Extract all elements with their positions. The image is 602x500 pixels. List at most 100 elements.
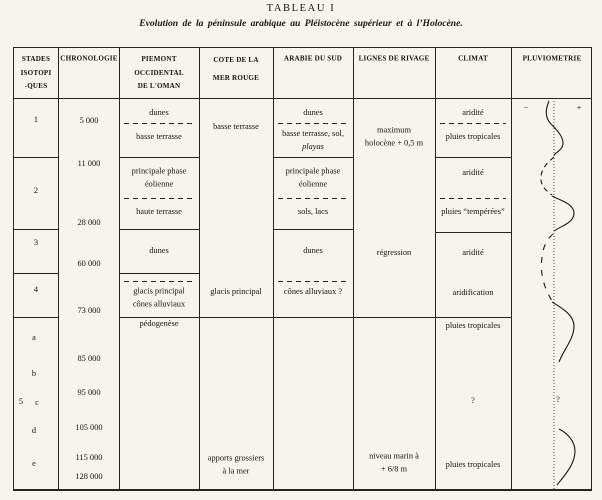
row-divider xyxy=(119,273,199,274)
cell-arabie-playas: playas xyxy=(302,141,324,151)
column-divider xyxy=(353,48,354,489)
cell-chronologie-60-000: 60 000 xyxy=(77,258,101,268)
cell-arabie-dunes: dunes xyxy=(303,245,323,255)
column-divider xyxy=(199,48,200,489)
cell-climat-aridit: aridité xyxy=(462,107,484,117)
tableau: STADES ISOTOPI -QUES CHRONOLOGIE PIEMONT O… xyxy=(13,47,592,491)
curve-segment-solid xyxy=(551,195,575,232)
cell-chronologie-11-000: 11 000 xyxy=(77,158,101,168)
cell-climat-aridit: aridité xyxy=(462,247,484,257)
cell-stades-5: 5 xyxy=(18,396,24,406)
cell-chronologie-85-000: 85 000 xyxy=(77,353,101,363)
column-header-arabie: ARABIE DU SUD xyxy=(283,54,343,63)
cell-climat-mark: ? xyxy=(471,395,475,405)
cell-chronologie-105-000: 105 000 xyxy=(75,422,103,432)
cell-chronologie-73-000: 73 000 xyxy=(77,305,101,315)
cell-climat-pluies-tropicales: pluies tropicales xyxy=(445,459,501,469)
table-subtitle: Evolution de la péninsule arabique au Pl… xyxy=(139,18,463,29)
cell-cote-glacis-principal: glacis principal xyxy=(210,286,262,296)
curve-segment-solid xyxy=(556,428,576,486)
row-divider xyxy=(119,317,511,318)
column-header-cote: COTE DE LA MER ROUGE xyxy=(212,56,260,82)
cell-chronologie-95-000: 95 000 xyxy=(77,387,101,397)
pluviometry-curve xyxy=(540,98,576,489)
row-divider xyxy=(14,157,58,158)
curve-segment-dashed xyxy=(540,156,555,196)
dashed-divider xyxy=(124,281,194,282)
cell-piemont-dunes: dunes xyxy=(149,245,169,255)
dashed-divider xyxy=(278,123,348,124)
row-divider xyxy=(119,157,199,158)
row-divider xyxy=(119,229,199,230)
cell-piemont-principale-phase: principale phase éolienne xyxy=(131,166,187,189)
curve-segment-solid xyxy=(551,301,575,363)
cell-chronologie-28-000: 28 000 xyxy=(77,217,101,227)
column-header-lignes: LIGNES DE RIVAGE xyxy=(358,54,430,63)
table-title: TABLEAU I xyxy=(266,3,336,14)
cell-cote-basse-terrasse: basse terrasse xyxy=(213,121,259,131)
column-divider xyxy=(435,48,436,489)
column-divider xyxy=(58,48,59,489)
cell-pluviometrie-mark: ? xyxy=(556,394,560,404)
column-divider xyxy=(119,48,120,489)
cell-arabie-basse-terrasse-sol: basse terrasse, sol, xyxy=(282,128,344,138)
row-divider xyxy=(435,232,511,233)
column-header-stades: STADES ISOTOPI -QUES xyxy=(20,54,52,90)
cell-cote-apports-grossiers: apports grossiers à la mer xyxy=(207,453,265,476)
dashed-divider xyxy=(124,198,194,199)
row-divider xyxy=(14,273,58,274)
cell-lignes-r-gression: régression xyxy=(376,247,412,257)
cell-stades-1: 1 xyxy=(33,114,39,124)
curve-segment-dashed xyxy=(540,233,554,302)
cell-stades-2: 2 xyxy=(33,185,39,195)
cell-chronologie-5-000: 5 000 xyxy=(79,115,99,125)
cell-climat-aridit: aridité xyxy=(462,167,484,177)
cell-stades-c: c xyxy=(35,397,39,407)
cell-climat-pluies-tropicales: pluies tropicales xyxy=(445,131,501,141)
cell-stades-b: b xyxy=(31,368,37,378)
dashed-divider xyxy=(440,198,506,199)
cell-stades-e: e xyxy=(32,458,36,468)
cell-stades-3: 3 xyxy=(33,237,39,247)
row-divider xyxy=(14,98,591,99)
row-divider xyxy=(435,157,511,158)
cell-arabie-sols-lacs: sols, lacs xyxy=(297,206,329,216)
column-header-piemont: PIEMONT OCCIDENTAL DE L'OMAN xyxy=(134,54,184,90)
cell-pluviometrie-mark: − xyxy=(523,102,529,112)
cell-lignes-niveau-marin: niveau marin à + 6/8 m xyxy=(369,451,419,474)
cell-stades-a: a xyxy=(32,332,36,342)
dashed-divider xyxy=(278,281,348,282)
column-header-climat: CLIMAT xyxy=(458,54,488,63)
cell-arabie-c-nes-alluviaux: cônes alluviaux ? xyxy=(283,286,343,296)
curve-segment-solid xyxy=(545,100,564,156)
cell-piemont-basse-terrasse: basse terrasse xyxy=(136,131,182,141)
column-divider xyxy=(273,48,274,489)
column-divider xyxy=(511,48,512,489)
cell-arabie-dunes: dunes xyxy=(303,107,323,117)
cell-chronologie-128-000: 128 000 xyxy=(75,471,103,481)
cell-piemont-dunes: dunes xyxy=(149,107,169,117)
cell-piemont-haute-terrasse: haute terrasse xyxy=(136,206,182,216)
dashed-divider xyxy=(440,123,506,124)
cell-piemont-p-dogen-se: pédogenèse xyxy=(139,318,179,328)
title-block: TABLEAU I Evolution de la péninsule arab… xyxy=(0,3,602,29)
row-divider xyxy=(14,317,58,318)
cell-piemont-glacis-principal: glacis principal cônes alluviaux xyxy=(132,286,186,309)
cell-climat-pluies-tropicales: pluies tropicales xyxy=(445,320,501,330)
column-header-pluviometrie: PLUVIOMETRIE xyxy=(522,54,582,63)
row-divider xyxy=(273,229,353,230)
cell-stades-4: 4 xyxy=(33,284,39,294)
cell-chronologie-115-000: 115 000 xyxy=(75,452,103,462)
cell-climat-pluies-temp-r-es: pluies “tempérées” xyxy=(441,206,505,216)
dashed-divider xyxy=(124,123,194,124)
cell-arabie-principale-phase: principale phase éolienne xyxy=(285,166,341,189)
row-divider xyxy=(14,229,58,230)
dashed-divider xyxy=(278,198,348,199)
cell-pluviometrie-mark: + xyxy=(576,102,582,112)
row-divider xyxy=(273,157,353,158)
column-header-chronologie: CHRONOLOGIE xyxy=(60,54,118,63)
cell-stades-d: d xyxy=(31,425,37,435)
cell-lignes-maximum: maximum holocène + 0,5 m xyxy=(364,125,424,148)
cell-climat-aridification: aridification xyxy=(452,287,494,297)
